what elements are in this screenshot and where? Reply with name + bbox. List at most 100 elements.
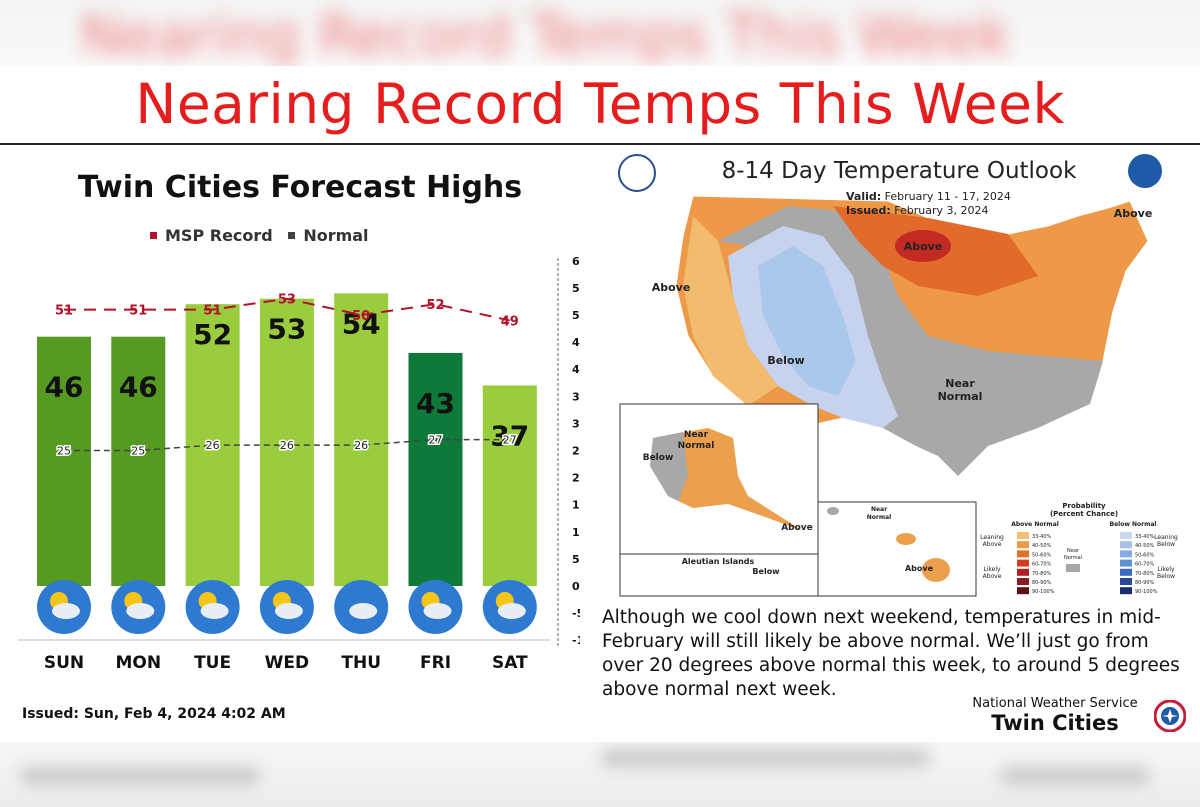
hawaii-inset — [817, 501, 977, 597]
legend-title: (Percent Chance) — [1050, 510, 1118, 518]
day-label: SAT — [492, 653, 528, 673]
legend-normal-label: Normal — [303, 226, 369, 245]
headline: Nearing Record Temps This Week — [135, 72, 1065, 136]
y-tick-label: 40 — [572, 363, 580, 376]
blurred-element — [1000, 766, 1150, 786]
label-ak-near-normal: Normal — [678, 441, 715, 451]
bar-value-label: 37 — [490, 419, 529, 452]
record-value-label: 53 — [278, 293, 296, 308]
probability-legend: Probability(Percent Chance) Above Normal B… — [980, 502, 1178, 595]
legend-above-bin: 40-50% — [1032, 543, 1052, 549]
legend-likely-below: Likely — [1157, 566, 1175, 573]
y-tick-label: 25 — [572, 445, 580, 458]
record-value-label: 51 — [129, 304, 147, 319]
alaska-below-region — [650, 432, 688, 501]
normal-value-label: 26 — [354, 439, 368, 452]
legend-below-bin: 60-70% — [1135, 562, 1155, 568]
y-tick-label: 0 — [572, 580, 580, 593]
legend-leaning-below: Below — [1157, 541, 1175, 548]
day-label: MON — [115, 653, 161, 673]
legend-above-swatch — [1017, 532, 1029, 539]
noaa-logo-icon — [1128, 154, 1162, 188]
legend-below-bin: 70-80% — [1135, 571, 1155, 577]
nws-office: Twin Cities — [991, 711, 1119, 735]
outlook-dates: Valid: February 11 - 17, 2024 Issued: Fe… — [846, 190, 1011, 218]
issued-label: Issued: — [846, 204, 891, 217]
partly-cloudy-icon — [259, 580, 314, 634]
legend-above-bin: 90-100% — [1032, 589, 1055, 595]
y-tick-label: -10 — [572, 634, 580, 647]
aleutian-inset — [619, 553, 819, 597]
doc-seal-icon — [618, 154, 656, 192]
partly-sunny-icon — [185, 580, 240, 634]
outlook-panel: Above Above Above Below Near Normal Near Normal… — [598, 146, 1200, 606]
forecast-bar — [185, 304, 240, 586]
forecast-bar — [111, 336, 166, 586]
legend-normal-swatch — [288, 232, 296, 239]
outlook-map: AboveAboveAboveBelowNearNormalNearNormal… — [619, 195, 1178, 597]
issued-timestamp: Issued: Sun, Feb 4, 2024 4:02 AM — [22, 706, 286, 722]
outlook-title: 8-14 Day Temperature Outlook — [721, 158, 1077, 184]
label-ak-near-normal: Near — [684, 430, 709, 440]
legend-leaning-above: Leaning — [980, 534, 1004, 541]
hawaii-island — [922, 558, 950, 582]
nws-org: National Weather Service — [972, 696, 1138, 711]
legend-below-swatch — [1120, 587, 1132, 595]
label-near-normal: Normal — [938, 390, 983, 403]
legend-below-swatch — [1120, 532, 1132, 539]
day-label: WED — [265, 653, 309, 673]
legend-above-bin: 33-40% — [1032, 534, 1052, 540]
legend-record-swatch — [150, 232, 157, 239]
partly-sunny-icon — [37, 580, 91, 634]
y-tick-label: 30 — [572, 417, 580, 430]
forecast-bar — [334, 293, 389, 586]
legend-below-bin: 40-50% — [1135, 543, 1155, 549]
legend-above-bin: 60-70% — [1032, 562, 1052, 568]
leaning-above-strip — [683, 216, 778, 406]
legend-near-swatch — [1066, 564, 1080, 572]
above-core-region — [895, 230, 951, 262]
below-core-region — [758, 246, 856, 396]
valid-label: Valid: — [846, 190, 882, 203]
legend-above-bin: 50-60% — [1032, 552, 1052, 558]
legend-below-bin: 90-100% — [1135, 589, 1158, 595]
nws-logo-icon — [1154, 700, 1186, 732]
legend-below-bin: 80-90% — [1135, 580, 1155, 586]
legend-record-label: MSP Record — [165, 226, 273, 245]
label-ak-above: Above — [781, 523, 813, 533]
blurred-footer — [0, 742, 1200, 807]
y-tick-label: 45 — [572, 336, 580, 349]
bar-value-label: 43 — [416, 387, 455, 420]
y-tick-label: 60 — [572, 255, 580, 268]
cloud-shape — [274, 603, 303, 619]
day-label: TUE — [194, 653, 231, 673]
day-label: FRI — [420, 653, 451, 673]
record-value-label: 49 — [501, 314, 519, 329]
legend-above-swatch — [1017, 541, 1029, 549]
forecast-bar — [259, 298, 314, 586]
blurred-element — [20, 766, 260, 786]
day-label: THU — [341, 653, 381, 673]
y-tick-label: -5 — [572, 607, 580, 620]
cloud-shape — [52, 603, 80, 619]
forecast-bar — [482, 385, 537, 586]
legend-above-swatch — [1017, 568, 1029, 576]
blurred-banner: Nearing Record Temps This Week — [0, 0, 1200, 66]
normal-value-label: 26 — [280, 439, 294, 452]
record-value-label: 50 — [352, 309, 370, 324]
rain-snow-icon — [334, 580, 389, 634]
snow-sun-icon — [408, 580, 463, 634]
legend-above-swatch — [1017, 559, 1029, 567]
legend-above-swatch — [1017, 578, 1029, 585]
record-line — [64, 297, 511, 322]
partly-sunny-icon — [111, 580, 166, 634]
legend-title: Probability — [1062, 502, 1106, 510]
forecast-panel: 605550454035302520151050-5-1046SUN46MON5… — [0, 146, 580, 742]
bar-value-label: 53 — [267, 313, 306, 346]
record-value-label: 51 — [204, 304, 222, 319]
legend-above-bin: 80-90% — [1032, 580, 1052, 586]
legend-above-swatch — [1017, 587, 1029, 595]
map-labels: AboveAboveAboveBelowNearNormalNearNormal… — [643, 207, 1153, 576]
normal-line — [64, 438, 510, 452]
normal-value-label: 27 — [503, 434, 517, 447]
